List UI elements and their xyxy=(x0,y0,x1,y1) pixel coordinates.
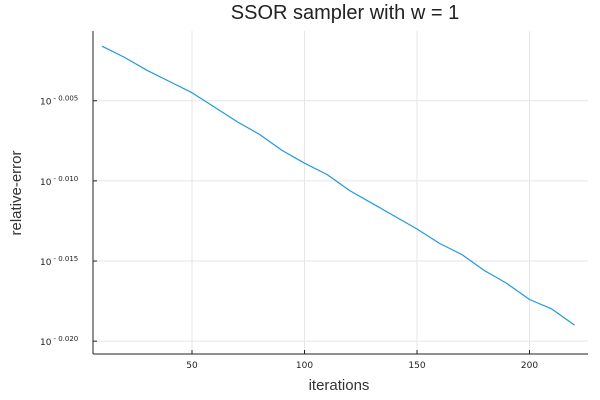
y-tick-exponent: - 0.010 xyxy=(53,175,78,183)
y-tick-label: 10- 0.005 xyxy=(40,95,78,108)
x-tick-label: 200 xyxy=(521,361,538,371)
y-tick-base: 10 xyxy=(40,98,52,108)
x-axis-label: iterations xyxy=(309,377,370,394)
y-tick-base: 10 xyxy=(40,258,52,268)
y-axis-label: relative-error xyxy=(8,150,25,235)
x-tick-label: 150 xyxy=(408,361,425,371)
axes xyxy=(92,31,588,355)
y-tick-exponent: - 0.020 xyxy=(53,335,78,343)
y-tick-label: 10- 0.015 xyxy=(40,255,78,268)
grid xyxy=(93,31,588,354)
series-group xyxy=(101,45,575,326)
x-ticks: 50 100 150 200 xyxy=(186,350,538,371)
y-tick-exponent: - 0.005 xyxy=(53,95,78,103)
y-tick-label: 10- 0.010 xyxy=(40,175,78,188)
y-tick-label: 10- 0.020 xyxy=(40,335,78,348)
x-tick-label: 50 xyxy=(186,361,198,371)
y-tick-base: 10 xyxy=(40,338,52,348)
x-tick-label: 100 xyxy=(296,361,313,371)
series-line xyxy=(101,45,575,326)
chart-title: SSOR sampler with w = 1 xyxy=(231,2,459,24)
y-tick-base: 10 xyxy=(40,178,52,188)
y-tick-exponent: - 0.015 xyxy=(53,255,78,263)
